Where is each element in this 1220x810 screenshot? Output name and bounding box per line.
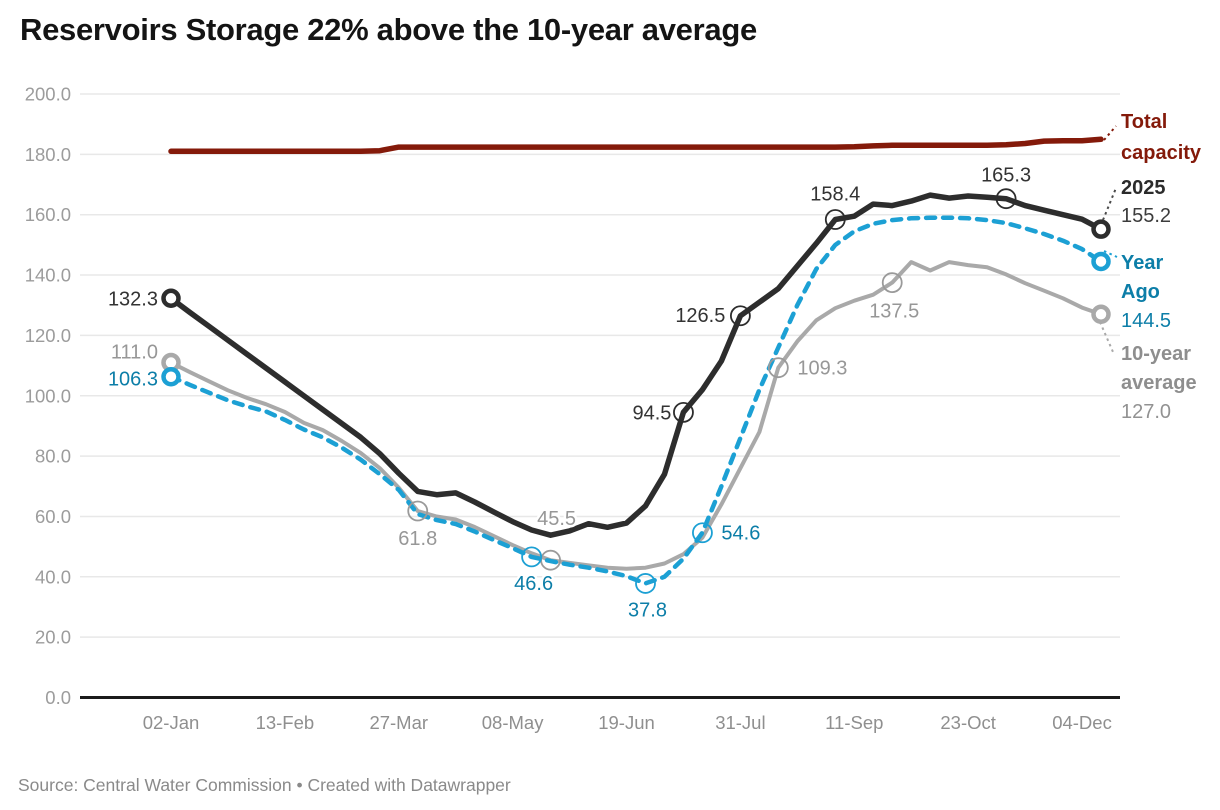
svg-text:40.0: 40.0 (35, 566, 71, 587)
svg-text:54.6: 54.6 (721, 523, 760, 545)
data-labels: 132.3 111.0 106.3 61.8 46.6 45.5 37.8 94.5 126.5… (105, 162, 1033, 624)
svg-text:20.0: 20.0 (35, 627, 71, 648)
svg-text:120.0: 120.0 (25, 325, 71, 346)
series-line-capacity (168, 136, 1104, 155)
svg-text:100.0: 100.0 (25, 385, 71, 406)
svg-text:200.0: 200.0 (25, 84, 71, 105)
svg-text:61.8: 61.8 (398, 528, 437, 550)
grid (80, 93, 1120, 699)
svg-text:08-May: 08-May (482, 712, 544, 733)
svg-text:158.4: 158.4 (810, 184, 860, 206)
svg-text:19-Jun: 19-Jun (598, 712, 655, 733)
series-line-avg10 (169, 260, 1103, 571)
svg-text:180.0: 180.0 (25, 144, 71, 165)
svg-text:37.8: 37.8 (628, 599, 667, 621)
chart-title: Reservoirs Storage 22% above the 10-year… (20, 12, 757, 47)
svg-text:45.5: 45.5 (537, 508, 576, 530)
svg-text:160.0: 160.0 (25, 204, 71, 225)
svg-text:80.0: 80.0 (35, 446, 71, 467)
svg-text:165.3: 165.3 (981, 165, 1031, 187)
svg-text:11-Sep: 11-Sep (825, 712, 883, 733)
svg-text:137.5: 137.5 (869, 301, 919, 323)
legend-leader-lines (1099, 125, 1118, 353)
series-line-y2025 (168, 192, 1104, 538)
x-axis-labels: 02-Jan 13-Feb 27-Mar 08-May 19-Jun 31-Jul 11-S… (143, 712, 1112, 733)
svg-text:111.0: 111.0 (111, 342, 158, 364)
source-attribution: Source: Central Water Commission • Creat… (18, 775, 511, 795)
svg-text:140.0: 140.0 (25, 265, 71, 286)
svg-text:60.0: 60.0 (35, 506, 71, 527)
svg-text:0.0: 0.0 (45, 687, 71, 708)
svg-text:109.3: 109.3 (797, 358, 847, 380)
point-markers (161, 188, 1111, 594)
svg-text:23-Oct: 23-Oct (940, 712, 996, 733)
svg-text:27-Mar: 27-Mar (369, 712, 428, 733)
svg-text:106.3: 106.3 (108, 369, 158, 391)
svg-text:31-Jul: 31-Jul (715, 712, 765, 733)
y-axis-labels: 0.0 20.0 40.0 60.0 80.0 100.0 120.0 140.0 160.0 1… (25, 84, 71, 709)
svg-text:126.5: 126.5 (675, 305, 725, 327)
svg-text:46.6: 46.6 (514, 573, 553, 595)
svg-text:04-Dec: 04-Dec (1052, 712, 1112, 733)
svg-text:94.5: 94.5 (633, 402, 672, 424)
svg-text:132.3: 132.3 (108, 288, 158, 310)
svg-text:02-Jan: 02-Jan (143, 712, 200, 733)
svg-text:13-Feb: 13-Feb (256, 712, 315, 733)
